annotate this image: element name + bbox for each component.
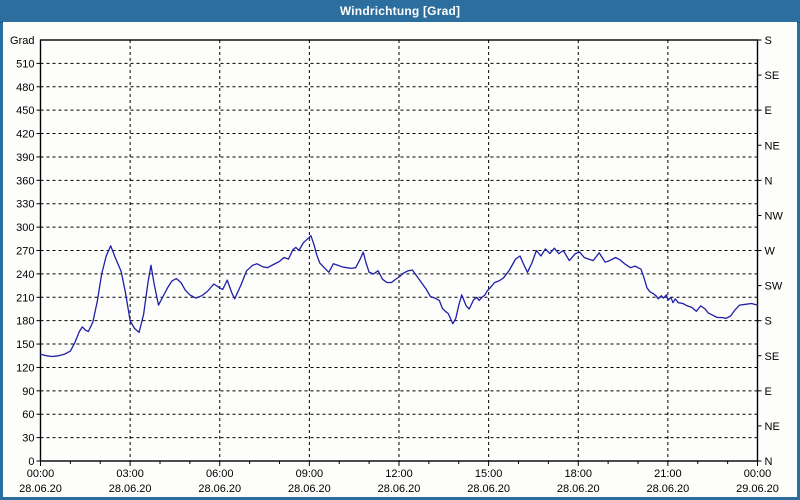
x-time-label: 00:00: [27, 468, 55, 480]
compass-label: NW: [765, 210, 784, 222]
y-left-tick-label: 450: [16, 105, 34, 117]
compass-label: S: [765, 316, 772, 328]
chart-panel: Grad 0 30 60 90 120 150 180 210 240 270 300 330 360 39…: [3, 22, 797, 497]
x-time-label: 03:00: [116, 468, 144, 480]
x-date-label: 28.06.20: [109, 483, 152, 495]
y-left-tick-label: 30: [22, 433, 34, 445]
y-left-tick-label: 150: [16, 339, 34, 351]
compass-label: E: [765, 105, 772, 117]
y-left-tick-label: 0: [28, 456, 34, 468]
y-left-tick-label: 270: [16, 246, 34, 258]
y-left-tick-label: 390: [16, 152, 34, 164]
y-left-tick-label: 330: [16, 199, 34, 211]
window-title: Windrichtung [Grad]: [339, 4, 461, 18]
y-left-tick-label: 360: [16, 175, 34, 187]
x-date-label: 28.06.20: [557, 483, 600, 495]
y-left-tick-label: 240: [16, 269, 34, 281]
compass-label: SW: [765, 281, 783, 293]
y-left-tick-label: 120: [16, 362, 34, 374]
compass-label: S: [765, 35, 772, 47]
x-date-label: 28.06.20: [378, 483, 421, 495]
compass-label: NE: [765, 421, 780, 433]
y-left-tick-label: 210: [16, 292, 34, 304]
y-left-tick-label: 60: [22, 409, 34, 421]
x-time-label: 21:00: [654, 468, 682, 480]
x-time-label: 09:00: [296, 468, 324, 480]
x-date-label: 28.06.20: [646, 483, 689, 495]
compass-label: SE: [765, 70, 780, 82]
y-left-tick-label: 480: [16, 82, 34, 94]
wind-direction-series: [39, 235, 759, 358]
x-date-label: 28.06.20: [198, 483, 241, 495]
y-axis-unit-label: Grad: [10, 35, 34, 47]
compass-label: SE: [765, 351, 780, 363]
x-date-label: 28.06.20: [467, 483, 510, 495]
y-left-tick-label: 420: [16, 129, 34, 141]
x-time-label: 00:00: [744, 468, 772, 480]
wind-direction-chart: Grad 0 30 60 90 120 150 180 210 240 270 300 330 360 39…: [10, 35, 784, 495]
x-time-label: 12:00: [385, 468, 413, 480]
compass-label: W: [765, 246, 776, 258]
x-time-label: 15:00: [475, 468, 503, 480]
x-date-label: 28.06.20: [19, 483, 62, 495]
y-left-tick-label: 300: [16, 222, 34, 234]
title-bar: Windrichtung [Grad]: [0, 0, 800, 23]
compass-label: N: [765, 456, 773, 468]
x-time-label: 06:00: [206, 468, 234, 480]
y-left-tick-label: 90: [22, 386, 34, 398]
y-left-tick-label: 180: [16, 316, 34, 328]
y-left-tick-label: 510: [16, 58, 34, 70]
compass-label: NE: [765, 140, 780, 152]
x-date-label: 29.06.20: [736, 483, 779, 495]
x-time-label: 18:00: [564, 468, 592, 480]
x-date-label: 28.06.20: [288, 483, 331, 495]
compass-label: E: [765, 386, 772, 398]
compass-label: N: [765, 175, 773, 187]
